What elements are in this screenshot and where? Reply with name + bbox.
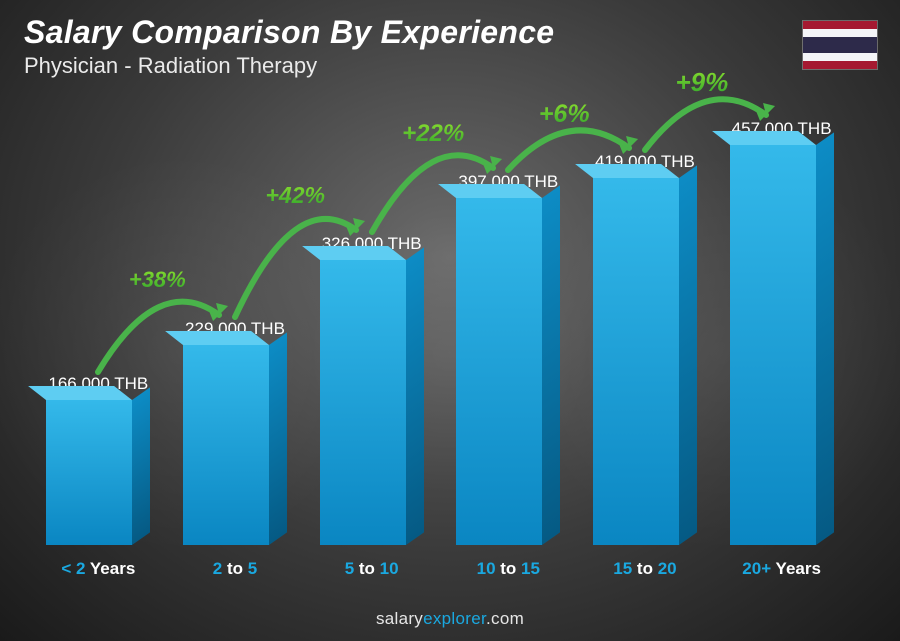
bar-group: 397,000 THB10 to 15	[447, 172, 569, 579]
footer-brand: salaryexplorer.com	[0, 609, 900, 629]
brand-tld: .com	[486, 609, 524, 628]
bar-category: 10 to 15	[477, 559, 540, 579]
bar-group: 457,000 THB20+ Years	[721, 119, 843, 579]
brand-prefix: salary	[376, 609, 423, 628]
bar-chart: 166,000 THB< 2 Years229,000 THB2 to 5326…	[30, 79, 850, 579]
pct-label: +38%	[129, 267, 186, 293]
pct-label: +9%	[675, 67, 728, 98]
chart-title: Salary Comparison By Experience	[24, 14, 554, 51]
bar	[730, 145, 834, 545]
bar-category: 2 to 5	[213, 559, 257, 579]
pct-label: +42%	[266, 182, 325, 209]
header: Salary Comparison By Experience Physicia…	[24, 14, 554, 79]
bar	[46, 400, 150, 545]
bar-group: 166,000 THB< 2 Years	[37, 374, 159, 579]
chart-subtitle: Physician - Radiation Therapy	[24, 53, 554, 79]
bar-category: 15 to 20	[613, 559, 676, 579]
bar-group: 326,000 THB5 to 10	[311, 234, 433, 579]
pct-label: +22%	[402, 120, 464, 148]
thailand-flag-icon	[802, 20, 878, 70]
bar	[183, 345, 287, 545]
bar-category: 5 to 10	[345, 559, 399, 579]
pct-label: +6%	[539, 100, 590, 129]
bar	[320, 260, 424, 545]
bar-category: 20+ Years	[742, 559, 821, 579]
bar	[593, 178, 697, 545]
bar	[456, 198, 560, 545]
bar-category: < 2 Years	[61, 559, 135, 579]
brand-suffix: explorer	[423, 609, 486, 628]
bar-group: 419,000 THB15 to 20	[584, 152, 706, 579]
bar-group: 229,000 THB2 to 5	[174, 319, 296, 579]
